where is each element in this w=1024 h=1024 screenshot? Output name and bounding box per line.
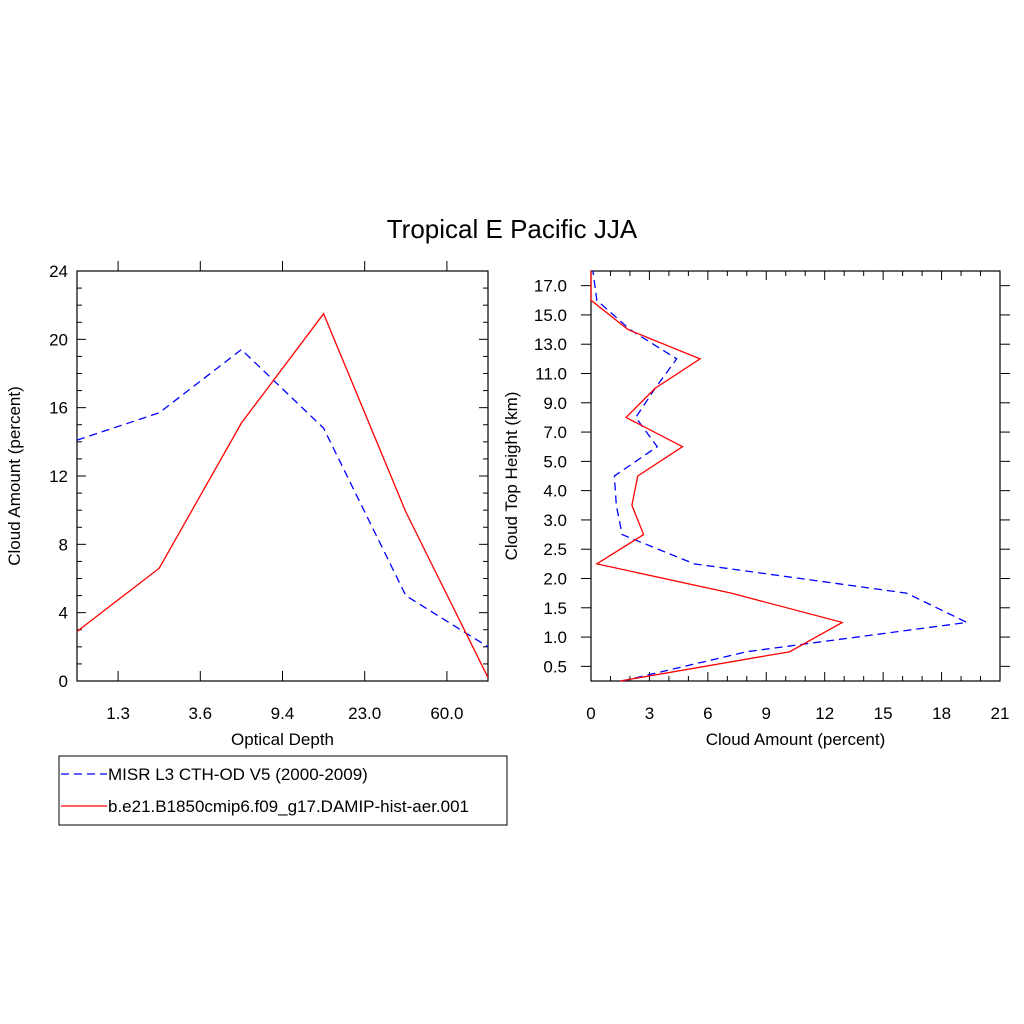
y-tick-label: 1.5 <box>543 599 567 618</box>
x-tick-label: 0 <box>586 704 595 723</box>
y-tick-label: 2.5 <box>543 540 567 559</box>
right-panel: 0 3 6 9 12 15 18 21 0.5 1.0 1.5 2.0 2.5 3.0 4.0 5.0 7.0 9… <box>502 270 1010 749</box>
y-axis-label: Cloud Amount (percent) <box>5 386 24 566</box>
y-tick-label: 11.0 <box>535 365 567 384</box>
plot-frame <box>590 270 1001 682</box>
series-line-misr <box>76 348 489 648</box>
x-tick-label: 23.0 <box>348 704 381 723</box>
x-tick-label: 3.6 <box>188 704 212 723</box>
y-tick-label: 24 <box>49 262 68 281</box>
x-tick-label: 6 <box>703 704 712 723</box>
legend-label-misr: MISR L3 CTH-OD V5 (2000-2009) <box>108 765 368 784</box>
y-tick-label: 17.0 <box>534 277 567 296</box>
y-tick-label: 16 <box>49 399 68 418</box>
x-tick-label: 1.3 <box>106 704 130 723</box>
x-tick-label: 9.4 <box>271 704 295 723</box>
x-axis-label: Optical Depth <box>231 730 334 749</box>
plot-frame <box>76 270 489 682</box>
x-axis-label: Cloud Amount (percent) <box>706 730 886 749</box>
series-line-model <box>590 271 844 682</box>
y-tick-label: 0.5 <box>543 657 567 676</box>
y-tick-label: 12 <box>49 467 68 486</box>
y-tick-label: 2.0 <box>543 570 567 589</box>
x-tick-label: 3 <box>645 704 654 723</box>
y-tick-label: 4.0 <box>543 482 567 501</box>
x-tick-label: 60.0 <box>430 704 463 723</box>
y-tick-label: 15.0 <box>534 306 567 325</box>
y-tick-label: 3.0 <box>543 511 567 530</box>
y-tick-label: 13.0 <box>534 335 567 354</box>
y-tick-label: 1.0 <box>543 628 567 647</box>
left-panel: 0 4 8 12 16 20 24 1.3 3.6 9.4 23.0 60.0 Optical Dept… <box>5 261 489 749</box>
x-tick-label: 12 <box>815 704 834 723</box>
legend-label-model: b.e21.B1850cmip6.f09_g17.DAMIP-hist-aer.… <box>108 797 469 816</box>
chart-title: Tropical E Pacific JJA <box>387 214 638 244</box>
y-tick-label: 8 <box>59 535 68 554</box>
y-tick-label: 20 <box>49 330 68 349</box>
y-axis-label: Cloud Top Height (km) <box>502 392 521 561</box>
x-tick-label: 15 <box>874 704 893 723</box>
x-tick-label: 18 <box>932 704 951 723</box>
series-line-misr <box>592 270 970 682</box>
y-tick-label: 9.0 <box>543 394 567 413</box>
legend: MISR L3 CTH-OD V5 (2000-2009) b.e21.B185… <box>58 755 508 826</box>
series-line-model <box>76 312 489 678</box>
y-tick-label: 5.0 <box>543 452 567 471</box>
y-tick-label: 4 <box>59 604 68 623</box>
x-tick-label: 21 <box>991 704 1010 723</box>
legend-box <box>58 755 508 826</box>
x-tick-label: 9 <box>762 704 771 723</box>
y-tick-label: 0 <box>59 672 68 691</box>
y-tick-label: 7.0 <box>543 423 567 442</box>
